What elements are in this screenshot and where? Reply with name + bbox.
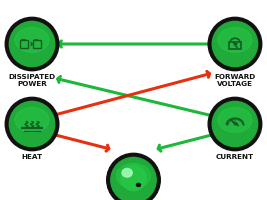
Ellipse shape (208, 97, 262, 151)
Text: FORWARD
VOLTAGE: FORWARD VOLTAGE (214, 74, 256, 87)
Ellipse shape (107, 153, 160, 200)
Ellipse shape (5, 17, 59, 71)
Circle shape (136, 183, 140, 187)
Text: HEAT: HEAT (21, 154, 43, 160)
Bar (33, 40, 41, 48)
Ellipse shape (208, 17, 262, 71)
Ellipse shape (116, 164, 151, 188)
Ellipse shape (212, 21, 258, 67)
Text: CURRENT: CURRENT (216, 154, 254, 160)
Ellipse shape (9, 101, 55, 147)
Ellipse shape (212, 101, 258, 147)
Ellipse shape (218, 108, 252, 132)
Ellipse shape (5, 97, 59, 151)
Ellipse shape (9, 21, 55, 67)
Bar (229, 42, 241, 49)
Ellipse shape (111, 157, 156, 200)
Bar (20, 40, 28, 48)
Ellipse shape (218, 28, 252, 52)
Text: DISSIPATED
POWER: DISSIPATED POWER (9, 74, 56, 87)
Ellipse shape (15, 108, 49, 132)
Ellipse shape (122, 168, 132, 177)
Ellipse shape (121, 166, 146, 191)
Ellipse shape (15, 28, 49, 52)
